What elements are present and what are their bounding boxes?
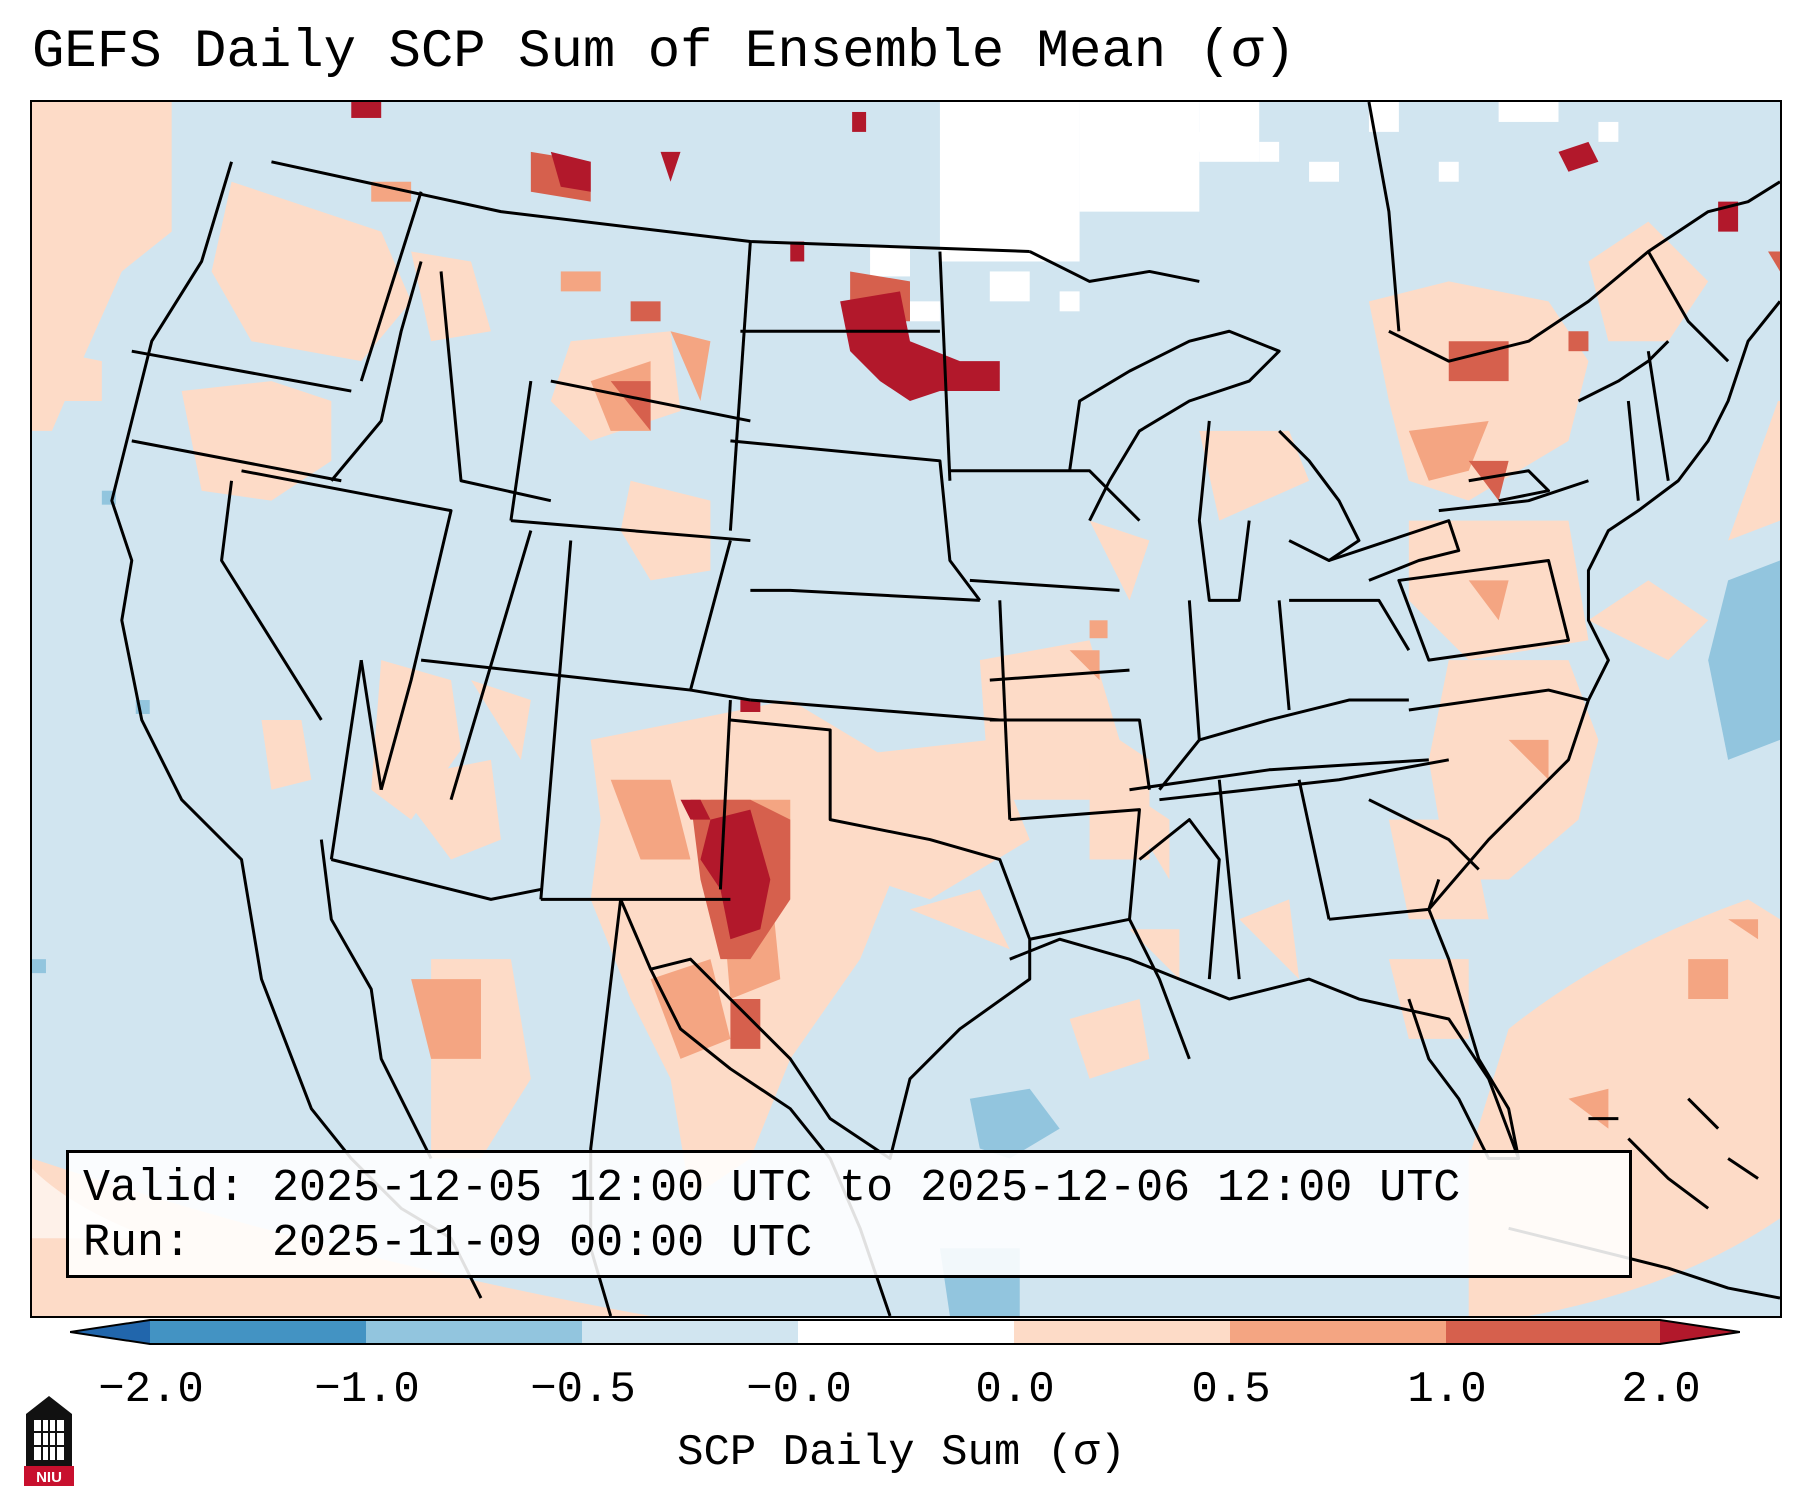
colorbar-tick-label: 0.5 [1191,1365,1271,1415]
gulf-coast [1009,937,1520,1160]
lake-superior [1068,329,1281,522]
boundaries [110,102,1780,1316]
colorbar-segment [1230,1320,1446,1344]
niu-logo: NIU [24,1396,74,1486]
colorbar-label: SCP Daily Sum (σ) [677,1428,1126,1478]
atlantic-coast [1427,300,1780,911]
canada-border [271,160,1030,254]
neutral-field [870,102,1619,322]
colorbar-segment [366,1320,582,1344]
lake-michigan [1197,420,1251,602]
lake-huron [1278,429,1361,562]
logo-text: NIU [36,1469,62,1486]
valid-time-text: Valid: 2025-12-05 12:00 UTC to 2025-12-0… [83,1163,1461,1214]
colorbar-tick-label: −0.0 [746,1365,852,1415]
map-canvas [32,102,1780,1316]
colorbar-segment [798,1320,1014,1344]
lake-ontario [1468,469,1551,503]
colorbar-tick-label: −0.5 [530,1365,636,1415]
run-time-text: Run: 2025-11-09 00:00 UTC [83,1218,813,1269]
validity-info-box: Valid: 2025-12-05 12:00 UTC to 2025-12-0… [66,1150,1632,1278]
colorbar [70,1319,1740,1345]
colorbar-tick-label: 1.0 [1407,1365,1487,1415]
map-panel [30,100,1782,1318]
colorbar-over-arrow [1660,1320,1740,1344]
masked-corner [32,1168,152,1239]
colorbar-segment [150,1320,366,1344]
colorbar-tick-label: 0.0 [975,1365,1055,1415]
colorbar-tick-label: −2.0 [98,1365,204,1415]
st-lawrence [1388,180,1780,363]
lake-erie [1328,519,1461,582]
colorbar-tick-label: 2.0 [1621,1365,1701,1415]
chart-title: GEFS Daily SCP Sum of Ensemble Mean (σ) [32,22,1296,83]
high-positive-field [530,151,1780,1049]
colorbar-segment [1014,1320,1230,1344]
colorbar-segment [582,1320,798,1344]
colorbar-outline [70,1319,1740,1345]
colorbar-under-arrow [70,1320,150,1344]
colorbar-tick-label: −1.0 [314,1365,420,1415]
texas-outline [619,718,1032,1161]
colorbar-segment [1446,1320,1660,1344]
